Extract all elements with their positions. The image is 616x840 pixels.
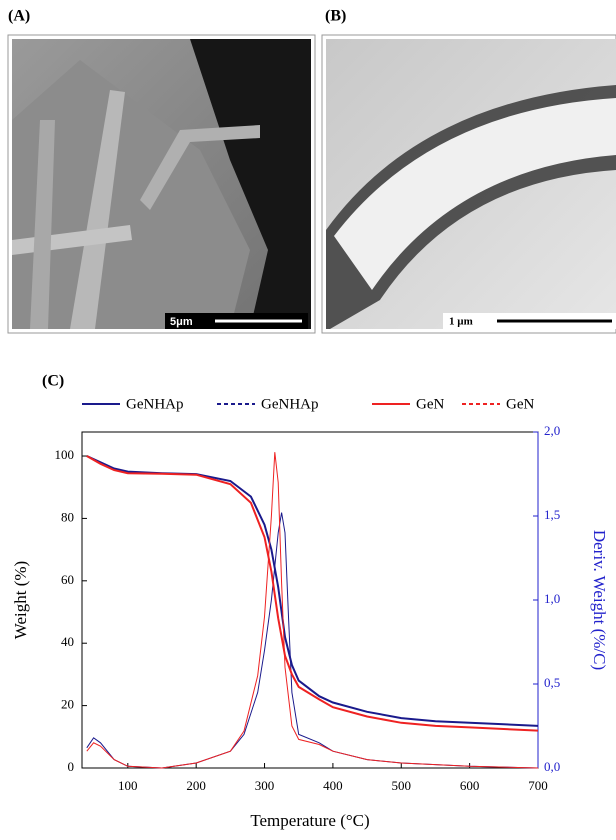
plot-frame (82, 432, 538, 768)
figure: (A) 5μm (B) 1 µm (C) Temperature (°C) We… (0, 0, 616, 835)
legend-label: GeN (416, 396, 444, 412)
y2-tick-label: 1,0 (544, 591, 560, 606)
tem-image: 1 µm (322, 35, 616, 333)
y2-tick-label: 1,5 (544, 507, 560, 522)
series-line (87, 456, 538, 726)
panel-label: (A) (8, 8, 30, 25)
y-tick-label: 20 (61, 697, 74, 712)
x-tick-label: 700 (528, 778, 548, 793)
sem-image: 5μm (8, 35, 315, 333)
panel-label: (C) (42, 373, 64, 390)
legend-label: GeNHAp (261, 396, 319, 412)
scale-label: 5μm (170, 316, 193, 328)
series-line (87, 513, 538, 768)
x-tick-label: 100 (118, 778, 138, 793)
y-tick-label: 0 (68, 759, 75, 774)
y2-tick-label: 0,0 (544, 759, 560, 774)
x-tick-label: 200 (186, 778, 206, 793)
series-line (87, 452, 538, 768)
x-tick-label: 500 (392, 778, 412, 793)
plot: Temperature (°C) Weight (%) Deriv. Weigh… (11, 432, 609, 830)
y-tick-label: 100 (55, 447, 75, 462)
y-tick-label: 60 (61, 572, 74, 587)
scale-label: 1 µm (449, 316, 473, 328)
y2-tick-label: 2,0 (544, 423, 560, 438)
x-tick-label: 300 (255, 778, 275, 793)
x-tick-label: 600 (460, 778, 480, 793)
legend-label: GeNHAp (126, 396, 184, 412)
x-axis-title: Temperature (°C) (250, 811, 369, 830)
series-line (87, 456, 538, 731)
x-tick-label: 400 (323, 778, 343, 793)
y2-axis-title: Deriv. Weight (%/C) (590, 530, 609, 670)
y2-tick-label: 0,5 (544, 675, 560, 690)
y-tick-label: 80 (61, 509, 74, 524)
panel-label: (B) (325, 8, 346, 25)
legend-label: GeN (506, 396, 534, 412)
y-tick-label: 40 (61, 634, 74, 649)
y-axis-title: Weight (%) (11, 561, 30, 639)
